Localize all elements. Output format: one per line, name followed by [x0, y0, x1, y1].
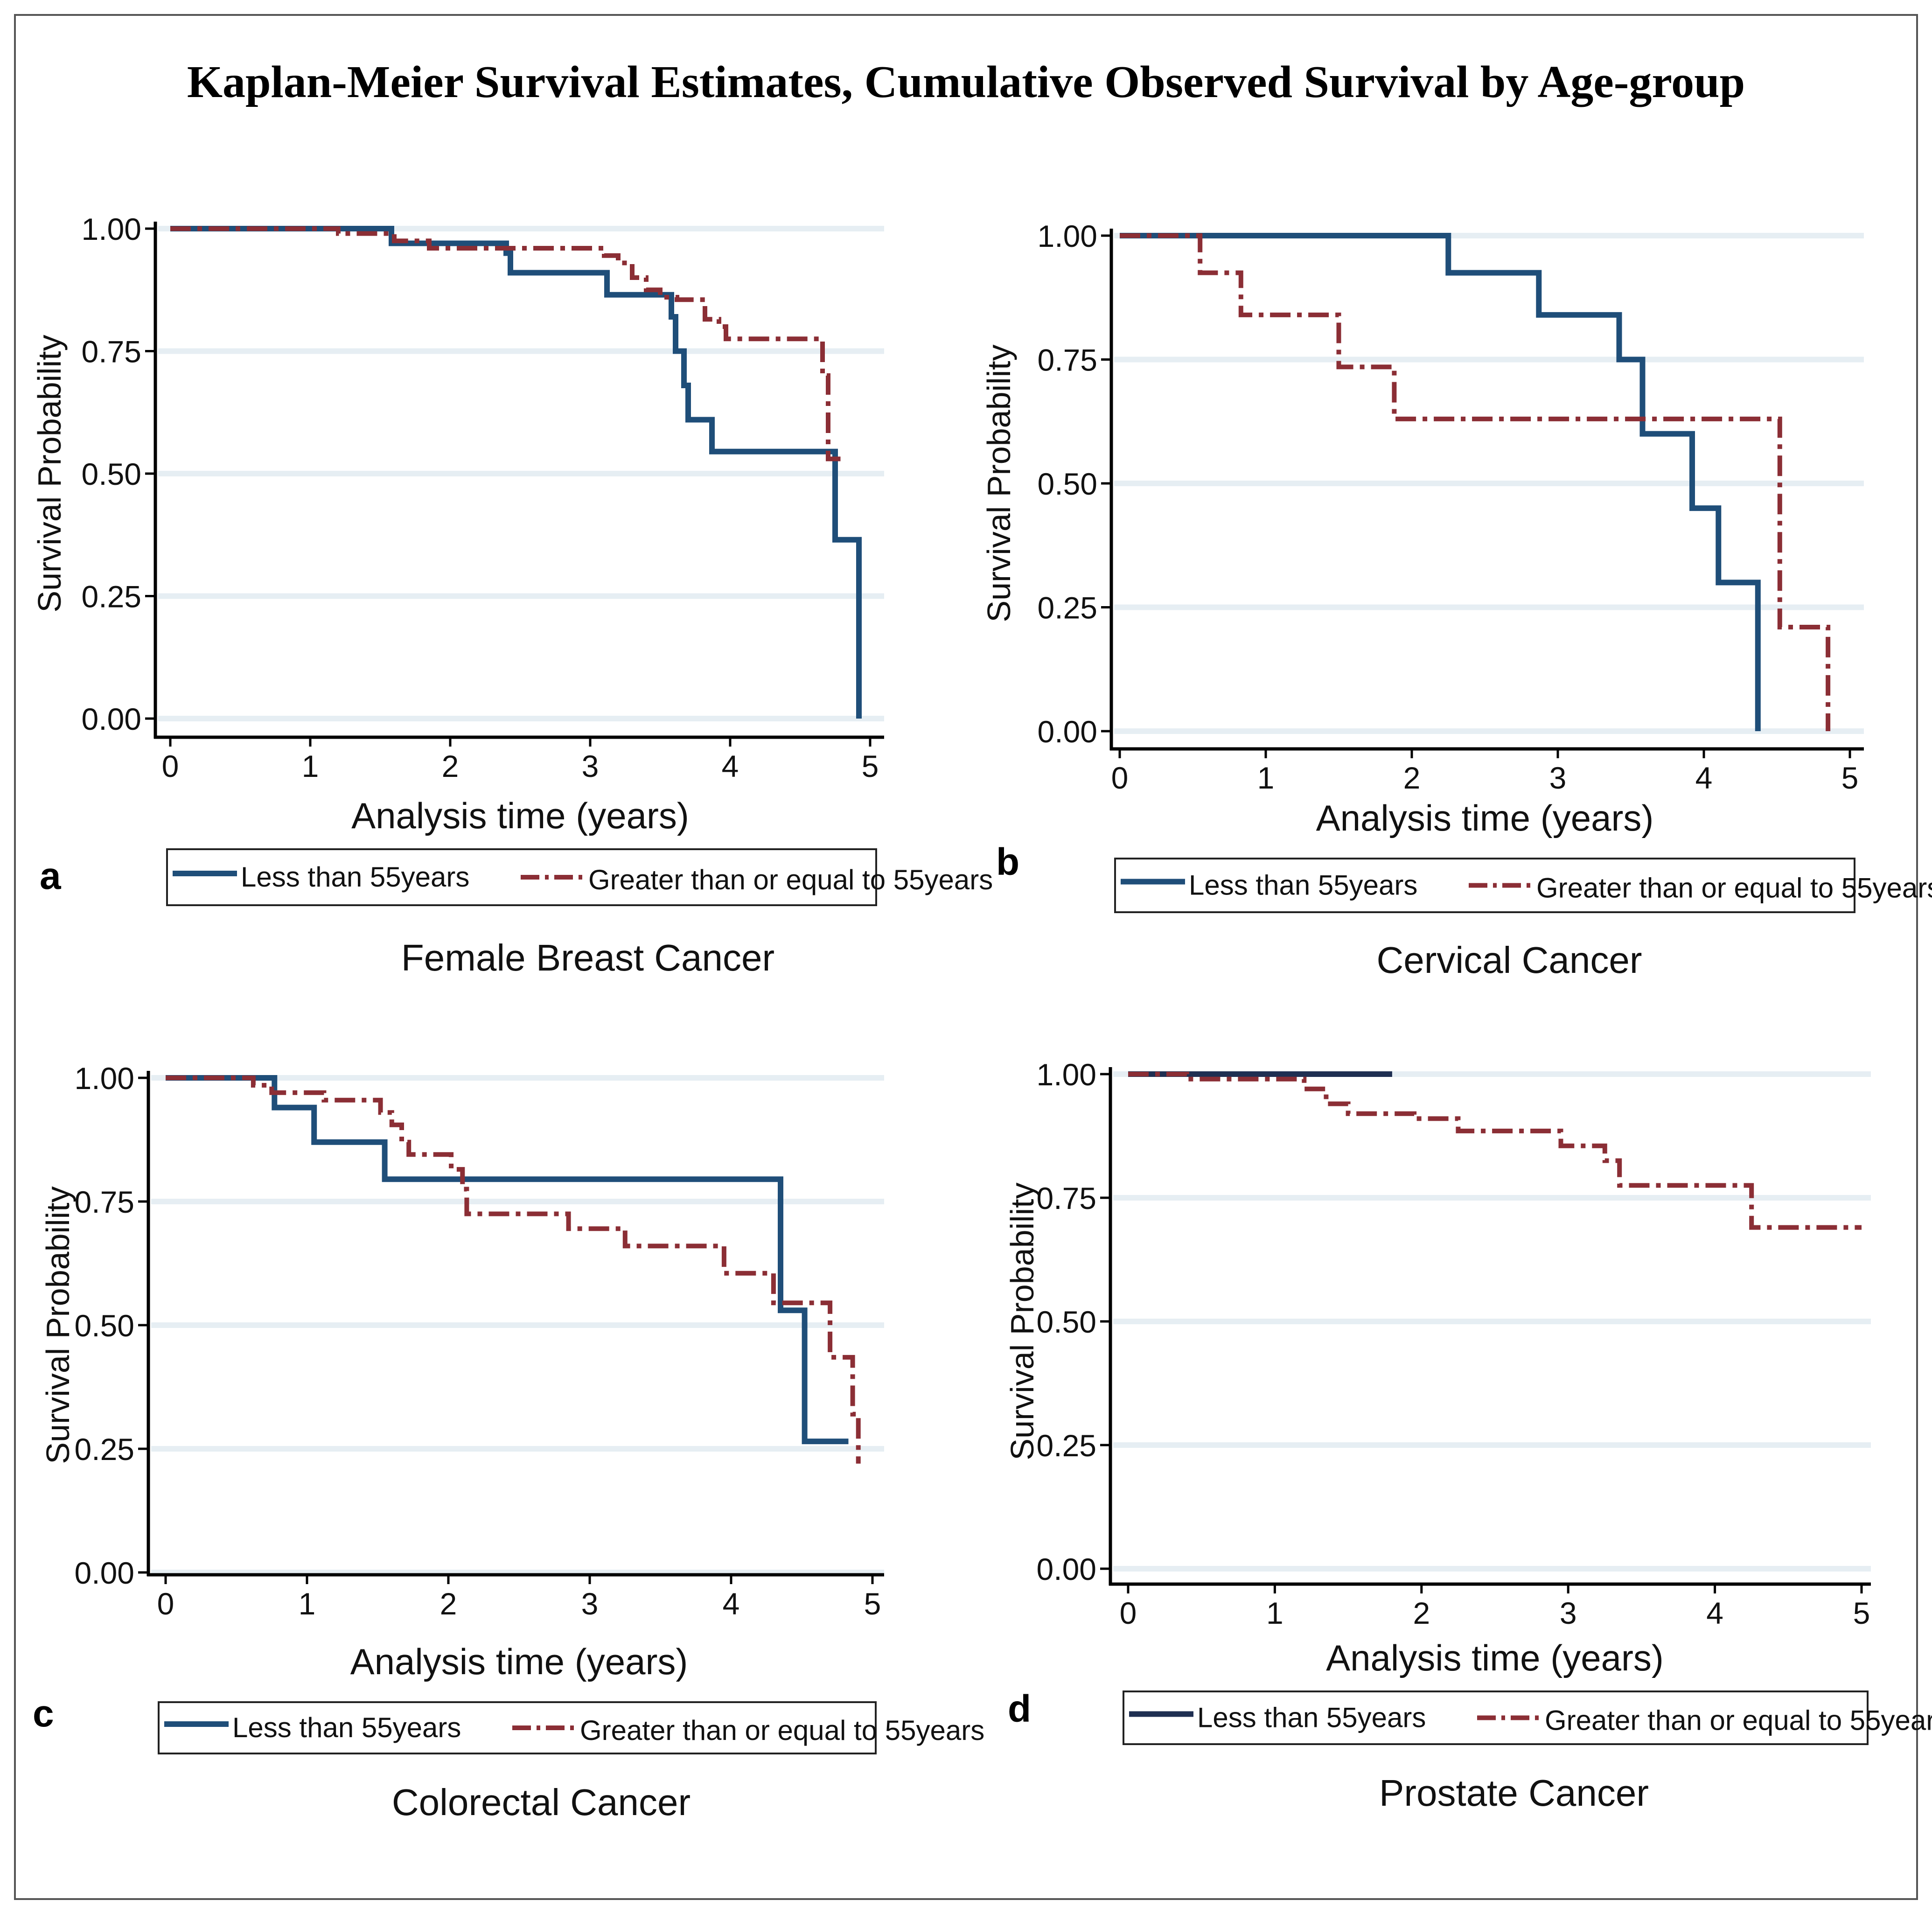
- x-tick-label: 5: [1841, 761, 1859, 795]
- series-over55-line: [170, 226, 846, 461]
- x-axis-title: Analysis time (years): [351, 795, 689, 836]
- legend-label-over55: Greater than or equal to 55years: [580, 1715, 984, 1746]
- legend-label-under55: Less than 55years: [1197, 1702, 1426, 1733]
- y-tick-label: 0.75: [75, 1185, 134, 1219]
- y-tick-label: 0.75: [82, 335, 141, 369]
- x-tick-label: 3: [582, 749, 599, 783]
- panel-letter: a: [40, 855, 62, 897]
- x-tick-label: 1: [1266, 1596, 1283, 1630]
- y-tick-label: 0.00: [82, 702, 141, 736]
- y-tick-label: 0.00: [75, 1556, 134, 1590]
- y-tick-label: 0.75: [1038, 343, 1097, 377]
- x-tick-label: 0: [162, 749, 179, 783]
- y-tick-label: 0.75: [1037, 1181, 1096, 1215]
- y-tick-label: 0.25: [1037, 1428, 1096, 1463]
- legend: Less than 55years Greater than or equal t…: [1123, 1690, 1932, 1745]
- x-axis-title: Analysis time (years): [1316, 797, 1654, 838]
- figure-frame: [14, 14, 1918, 1900]
- y-axis-title: Survival Probability: [40, 1186, 76, 1464]
- panel-d: 0.00 0.25 0.50 0.75 1.00 0 1 2 3 4 5 Analysis time …: [1004, 1057, 1932, 1814]
- legend-label-over55: Greater than or equal to 55years: [1536, 873, 1932, 904]
- x-tick-label: 1: [299, 1586, 316, 1621]
- series-over55-line: [166, 1076, 861, 1464]
- series-under55-line: [1120, 233, 1761, 731]
- panel-name: Colorectal Cancer: [392, 1781, 690, 1823]
- figure-title: Kaplan-Meier Survival Estimates, Cumulat…: [187, 57, 1745, 107]
- y-tick-label: 1.00: [1037, 1057, 1096, 1092]
- legend: Less than 55years Greater than or equal t…: [158, 1701, 984, 1754]
- legend-label-under55: Less than 55years: [232, 1712, 461, 1743]
- x-tick-label: 4: [1695, 761, 1713, 795]
- y-tick-label: 0.00: [1038, 714, 1097, 749]
- legend-label-over55: Greater than or equal to 55years: [1545, 1705, 1932, 1736]
- y-tick-label: 0.25: [82, 580, 141, 614]
- legend: Less than 55years Greater than or equal t…: [166, 848, 993, 906]
- x-tick-label: 4: [722, 749, 739, 783]
- x-tick-label: 2: [1403, 761, 1421, 795]
- legend-label-under55: Less than 55years: [1189, 870, 1417, 901]
- panel-c: 0.00 0.25 0.50 0.75 1.00 0 1 2 3 4 5 Analysis time …: [33, 1061, 984, 1823]
- x-tick-label: 4: [723, 1586, 740, 1621]
- x-tick-label: 3: [1560, 1596, 1577, 1630]
- panel-letter: b: [996, 841, 1019, 883]
- x-tick-label: 5: [862, 749, 879, 783]
- panel-letter: c: [33, 1692, 54, 1735]
- panel-name: Female Breast Cancer: [401, 937, 774, 978]
- x-tick-label: 0: [1120, 1596, 1137, 1630]
- x-tick-label: 3: [581, 1586, 599, 1621]
- x-tick-label: 5: [1853, 1596, 1870, 1630]
- y-tick-label: 0.25: [1038, 591, 1097, 625]
- legend-label-under55: Less than 55years: [241, 861, 469, 893]
- y-tick-label: 0.50: [1037, 1305, 1096, 1339]
- legend-label-over55: Greater than or equal to 55years: [588, 864, 993, 895]
- x-axis-title: Analysis time (years): [350, 1641, 688, 1682]
- series-under55-line: [166, 1075, 849, 1445]
- x-tick-label: 2: [442, 749, 459, 783]
- x-tick-label: 3: [1549, 761, 1567, 795]
- y-tick-label: 1.00: [1038, 219, 1097, 253]
- y-tick-label: 0.00: [1037, 1552, 1096, 1586]
- x-tick-label: 2: [440, 1586, 457, 1621]
- x-tick-label: 0: [157, 1586, 174, 1621]
- panel-a: 0.00 0.25 0.50 0.75 1.00 0 1 2 3 4 5 Analysis time …: [31, 212, 993, 978]
- panel-name: Cervical Cancer: [1376, 939, 1642, 981]
- y-axis-title: Survival Probability: [31, 335, 68, 612]
- panel-b: 0.00 0.25 0.50 0.75 1.00 0 1 2 3 4 5 Analysis time …: [981, 219, 1932, 981]
- x-tick-label: 5: [864, 1586, 881, 1621]
- y-axis-title: Survival Probability: [981, 344, 1017, 622]
- series-over55-line: [1120, 233, 1831, 731]
- x-tick-label: 2: [1413, 1596, 1430, 1630]
- panel-name: Prostate Cancer: [1379, 1772, 1649, 1814]
- x-tick-label: 1: [1257, 761, 1275, 795]
- y-tick-label: 0.50: [75, 1308, 134, 1343]
- y-axis-title: Survival Probability: [1004, 1182, 1040, 1460]
- panel-letter: d: [1008, 1688, 1031, 1730]
- x-tick-label: 4: [1706, 1596, 1723, 1630]
- x-tick-label: 0: [1111, 761, 1129, 795]
- y-tick-label: 0.50: [1038, 467, 1097, 501]
- legend: Less than 55years Greater than or equal t…: [1114, 858, 1932, 913]
- y-tick-label: 0.50: [82, 457, 141, 491]
- series-over55-line: [1128, 1072, 1862, 1230]
- x-tick-label: 1: [302, 749, 319, 783]
- y-tick-label: 0.25: [75, 1432, 134, 1467]
- y-tick-label: 1.00: [75, 1061, 134, 1096]
- y-tick-label: 1.00: [82, 212, 141, 246]
- x-axis-title: Analysis time (years): [1326, 1637, 1664, 1678]
